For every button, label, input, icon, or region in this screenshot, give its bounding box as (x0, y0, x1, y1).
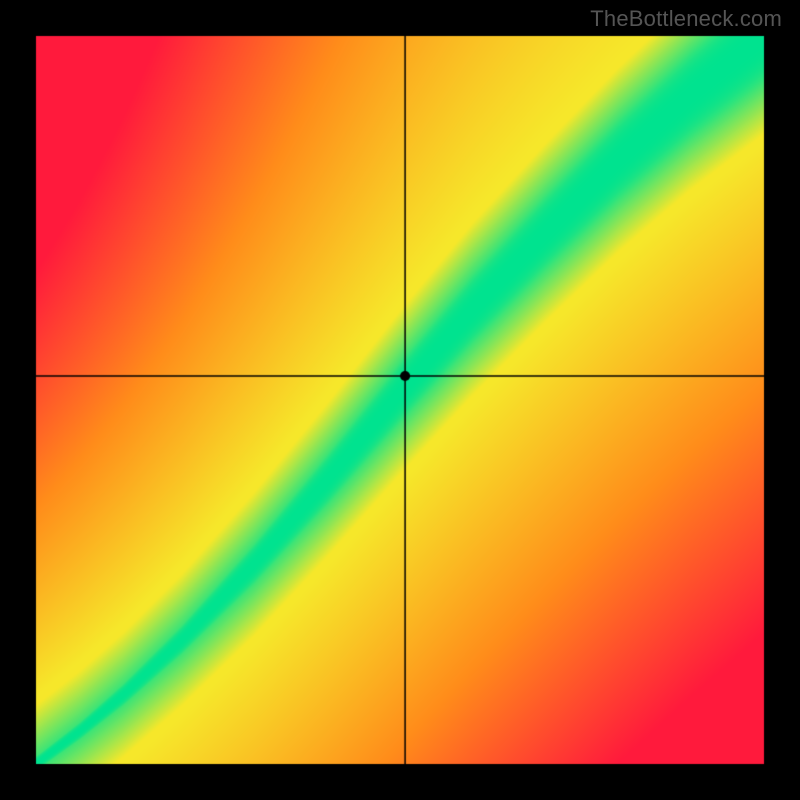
chart-container: TheBottleneck.com (0, 0, 800, 800)
heatmap-canvas (0, 0, 800, 800)
watermark-text: TheBottleneck.com (590, 6, 782, 32)
